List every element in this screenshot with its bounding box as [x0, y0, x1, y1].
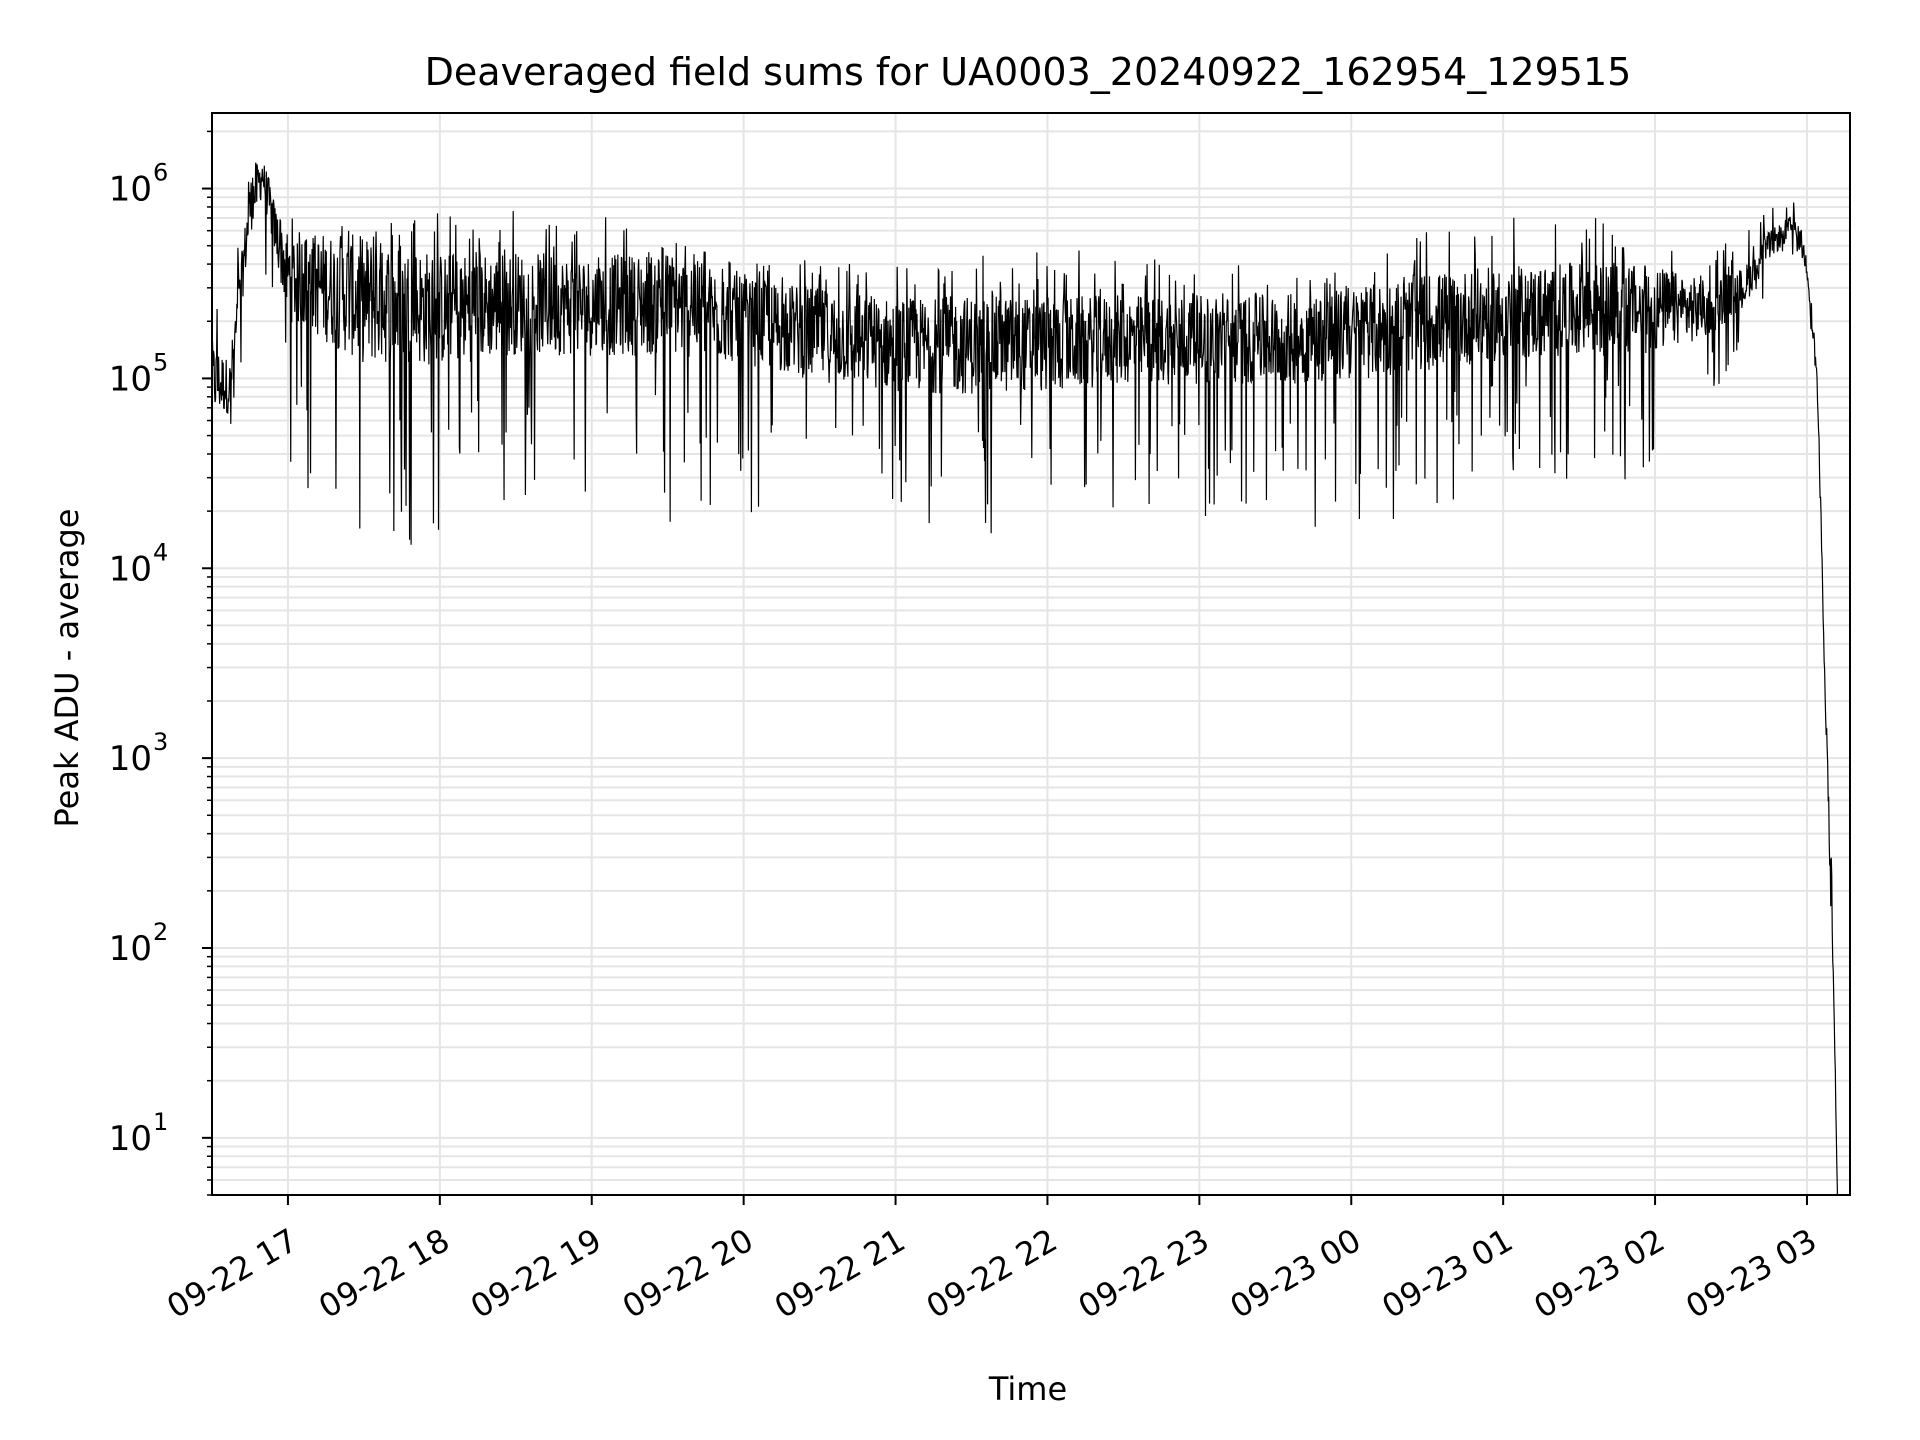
series-area — [212, 162, 1838, 1195]
y-tick-label-exponent: 5 — [153, 348, 168, 376]
y-tick-label-exponent: 1 — [153, 1108, 168, 1136]
y-tick-label: 10 — [109, 549, 152, 589]
plot-frame — [211, 112, 1851, 1196]
y-axis-label: Peak ADU - average — [48, 509, 86, 828]
y-tick-label-exponent: 4 — [153, 538, 168, 566]
y-tick-label-exponent: 6 — [153, 159, 168, 187]
y-tick-label: 10 — [109, 929, 152, 969]
x-axis-label: Time — [988, 1370, 1067, 1408]
y-tick-label-exponent: 3 — [153, 728, 168, 756]
y-tick-label: 10 — [109, 739, 152, 779]
y-tick-label: 10 — [109, 1119, 152, 1159]
series-line — [212, 162, 1838, 1195]
chart-title: Deaveraged field sums for UA0003_2024092… — [425, 50, 1632, 94]
y-tick-label-exponent: 2 — [153, 918, 168, 946]
y-tick-label: 10 — [109, 359, 152, 399]
y-tick-label: 10 — [109, 170, 152, 210]
